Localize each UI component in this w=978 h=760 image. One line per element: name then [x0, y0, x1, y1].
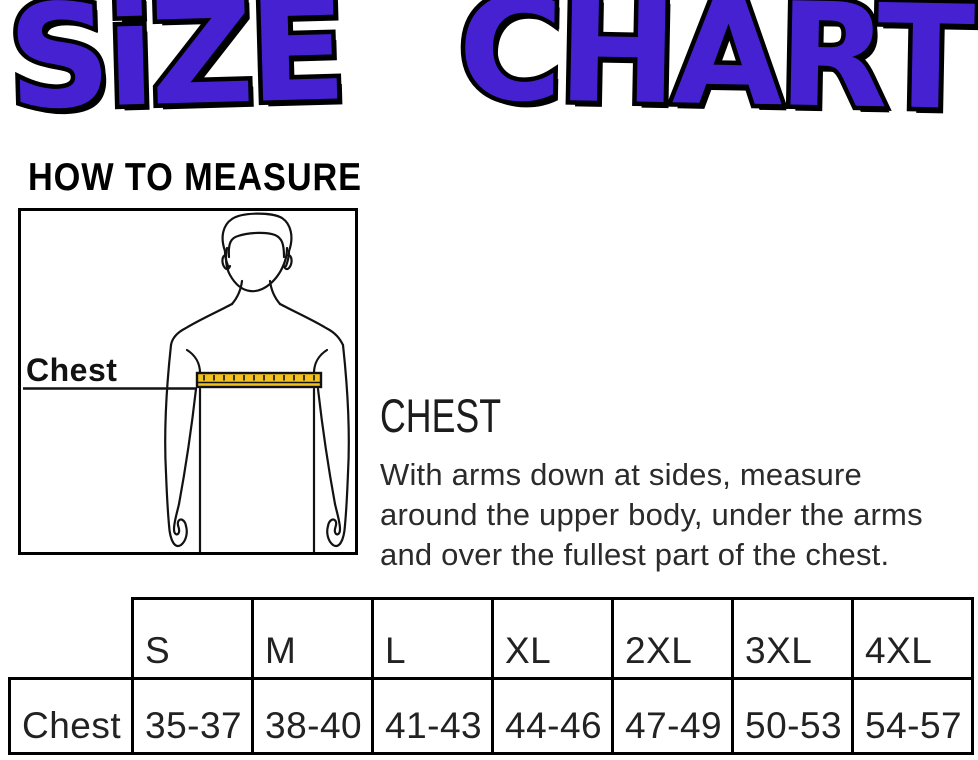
ear-right	[282, 253, 293, 271]
chest-value-cell: 41-43	[371, 677, 494, 755]
size-table: S M L XL 2XL 3XL 4XL Chest 35-37 38-40 4…	[8, 597, 974, 755]
measure-diagram-box: Chest	[18, 208, 358, 555]
chest-heading: CHEST	[380, 389, 502, 442]
size-header-cell: 3XL	[731, 597, 854, 680]
face-outline	[224, 246, 289, 293]
size-header-cell: S	[131, 597, 254, 680]
size-header-cell: XL	[491, 597, 614, 680]
shoulder-left	[169, 302, 234, 347]
chest-description-line: around the upper body, under the arms	[380, 496, 923, 532]
title-word-chart: CHART	[452, 0, 976, 146]
size-header-row: S M L XL 2XL 3XL 4XL	[10, 597, 974, 680]
chest-description: With arms down at sides, measure around …	[380, 455, 978, 575]
thumb-left	[172, 502, 188, 536]
measuring-tape	[195, 371, 323, 389]
ear-left	[221, 253, 232, 271]
diagram-chest-label: Chest	[26, 352, 117, 388]
hair-outline	[221, 212, 293, 253]
chest-section: CHEST With arms down at sides, measure a…	[380, 389, 978, 575]
hairline	[227, 231, 286, 259]
chest-value-cell: 44-46	[491, 677, 614, 755]
tape-ticks	[203, 375, 315, 381]
row-label-cell: Chest	[8, 677, 134, 755]
thumb-right	[326, 502, 342, 536]
arm-outer-right	[326, 343, 350, 548]
size-header-cell: 4XL	[851, 597, 974, 680]
chest-description-line: With arms down at sides, measure	[380, 456, 862, 492]
chest-value-cell: 50-53	[731, 677, 854, 755]
title-word-size: SiZE	[1, 0, 348, 146]
chest-value-cell: 47-49	[611, 677, 734, 755]
torso-figure-svg: Chest	[23, 212, 350, 552]
underarm-right	[312, 348, 329, 375]
page-title: SiZE CHART	[0, 0, 978, 146]
tape-band	[195, 371, 323, 389]
size-header-cell: 2XL	[611, 597, 734, 680]
chest-description-line: and over the fullest part of the chest.	[380, 536, 890, 572]
shoulder-right	[278, 302, 345, 347]
size-header-cell: M	[251, 597, 374, 680]
neck-left	[230, 279, 244, 306]
chest-value-cell: 38-40	[251, 677, 374, 755]
arm-inner-left	[177, 387, 198, 506]
chest-value-cell: 35-37	[131, 677, 254, 755]
neck-right	[268, 279, 282, 306]
chest-value-cell: 54-57	[851, 677, 974, 755]
size-header-cell: L	[371, 597, 494, 680]
arm-outer-left	[164, 343, 188, 548]
underarm-left	[185, 348, 202, 375]
empty-corner-cell	[10, 599, 133, 679]
sideburn-right	[284, 249, 291, 268]
arm-inner-right	[316, 387, 337, 506]
how-to-measure-heading: HOW TO MEASURE	[28, 156, 362, 199]
torso-figure	[164, 212, 350, 552]
chest-values-row: Chest 35-37 38-40 41-43 44-46 47-49 50-5…	[8, 677, 974, 755]
